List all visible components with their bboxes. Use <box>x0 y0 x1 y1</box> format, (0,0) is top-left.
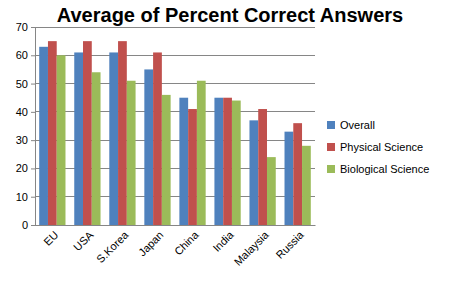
bar <box>118 41 127 225</box>
plot: 0 10 20 30 40 50 60 70 EU USAS.KoreaJapanChina Ind… <box>16 21 316 268</box>
y-tick-label: 60 <box>16 49 28 61</box>
x-tick-label: Malaysia <box>232 228 272 268</box>
bar <box>232 101 241 225</box>
x-axis-line <box>36 225 316 226</box>
y-tick-mark <box>31 112 35 113</box>
y-tick: 0 <box>22 219 35 231</box>
x-tick: China <box>172 228 201 257</box>
bar <box>39 47 48 225</box>
legend: Overall Physical Science Biological Scienc… <box>327 119 429 175</box>
bar <box>48 41 57 225</box>
y-axis: 0 10 20 30 40 50 60 70 <box>16 21 36 231</box>
x-tick-label: China <box>172 228 201 257</box>
y-tick: 70 <box>16 21 35 33</box>
x-tick-label: Japan <box>136 229 166 259</box>
y-tick-mark <box>31 140 35 141</box>
legend-swatch <box>327 143 335 151</box>
legend-entry: Physical Science <box>327 141 423 153</box>
x-tick: USA <box>71 228 96 253</box>
y-tick: 60 <box>16 49 35 61</box>
bars <box>39 41 311 225</box>
legend-label: Biological Science <box>340 163 429 175</box>
y-tick-label: 20 <box>16 162 28 174</box>
chart: Average of Percent Correct Answers 0 10 20 3… <box>0 0 460 289</box>
grid <box>35 27 315 225</box>
bar <box>153 52 162 225</box>
x-tick-label: India <box>210 228 236 254</box>
y-tick-label: 50 <box>16 78 28 90</box>
x-tick: India <box>210 228 236 254</box>
title: Average of Percent Correct Answers <box>57 4 403 26</box>
x-axis: EU USAS.KoreaJapanChina IndiaMalaysiaRussi… <box>36 226 316 268</box>
bar <box>74 52 83 225</box>
bar <box>127 81 136 225</box>
legend-entry: Biological Science <box>327 163 429 175</box>
y-tick-mark <box>31 27 35 28</box>
y-tick-label: 40 <box>16 106 28 118</box>
y-tick: 40 <box>16 106 35 118</box>
bar <box>188 109 197 225</box>
x-tick: Japan <box>136 229 166 259</box>
y-tick-mark <box>31 84 35 85</box>
bar <box>293 123 302 225</box>
x-tick-label: USA <box>71 228 96 253</box>
y-tick-label: 70 <box>16 21 28 33</box>
x-tick: Malaysia <box>232 228 272 268</box>
bar <box>302 146 311 225</box>
bar <box>144 69 153 225</box>
y-tick-label: 10 <box>16 191 28 203</box>
bar <box>285 132 294 225</box>
y-tick-mark <box>31 197 35 198</box>
bar <box>162 95 171 225</box>
bar <box>267 157 276 225</box>
y-axis-line <box>35 28 36 226</box>
legend-label: Physical Science <box>340 141 423 153</box>
grid-line <box>35 27 315 28</box>
x-tick-label: S.Korea <box>94 228 131 265</box>
legend-entry: Overall <box>327 119 375 131</box>
bar <box>57 55 66 225</box>
bar <box>214 98 223 225</box>
bar <box>179 98 188 225</box>
bar <box>109 52 118 225</box>
y-tick: 10 <box>16 191 35 203</box>
x-tick: S.Korea <box>94 228 131 265</box>
bar <box>92 72 101 225</box>
y-tick-mark <box>31 168 35 169</box>
y-tick-label: 30 <box>16 134 28 146</box>
legend-swatch <box>327 121 335 129</box>
bar <box>223 98 232 225</box>
y-tick: 20 <box>16 162 35 174</box>
y-tick-label: 0 <box>22 219 28 231</box>
legend-label: Overall <box>340 119 375 131</box>
x-tick: EU <box>41 229 60 248</box>
y-tick-mark <box>31 225 35 226</box>
legend-swatch <box>327 165 335 173</box>
y-tick: 50 <box>16 78 35 90</box>
bar <box>197 81 206 225</box>
x-tick: Russia <box>274 228 307 261</box>
bar <box>258 109 267 225</box>
bar <box>83 41 92 225</box>
y-tick-mark <box>31 55 35 56</box>
x-tick-label: EU <box>41 229 60 248</box>
x-tick-label: Russia <box>274 228 307 261</box>
bar <box>249 120 258 225</box>
y-tick: 30 <box>16 134 35 146</box>
